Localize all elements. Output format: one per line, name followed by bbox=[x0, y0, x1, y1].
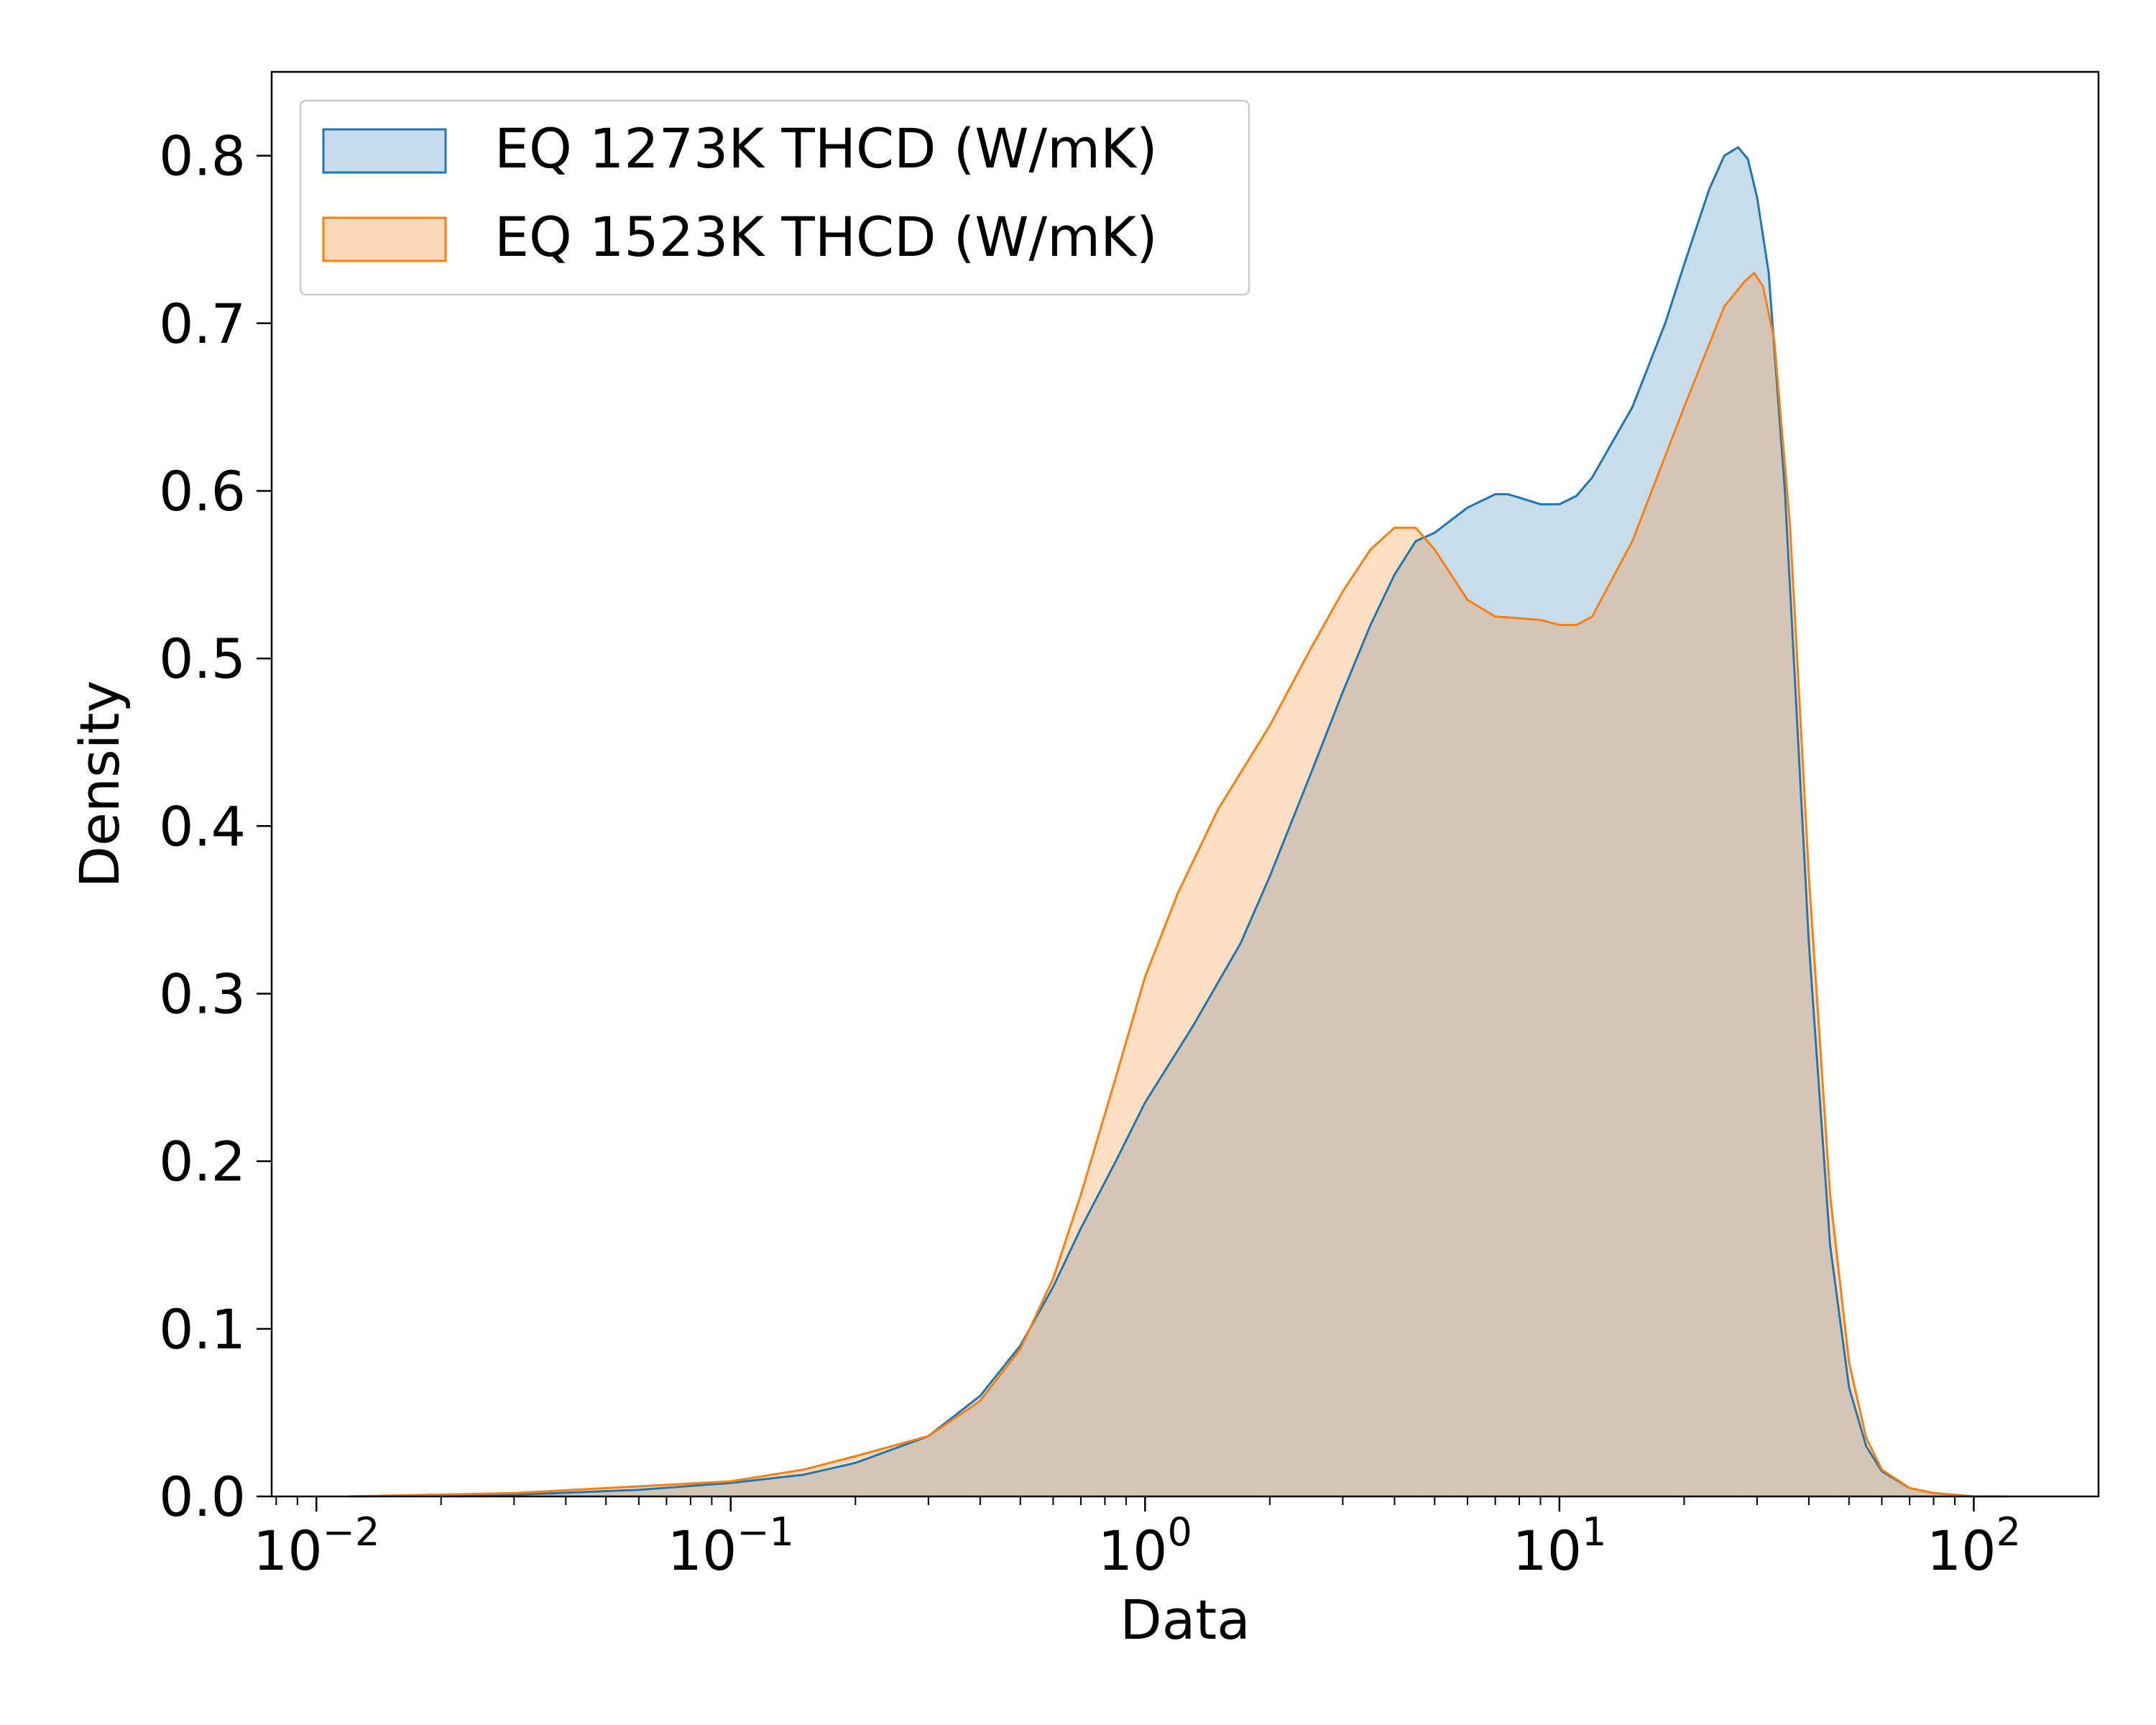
y-tick-label: 0.0 bbox=[159, 1465, 246, 1529]
legend-frame bbox=[299, 99, 1250, 296]
y-tick-label: 0.6 bbox=[159, 459, 246, 523]
legend-label-1273k: EQ 1273K THCD (W/mK) bbox=[494, 116, 1158, 180]
series-layer bbox=[349, 146, 2007, 1498]
x-tick-label: 101 bbox=[1512, 1509, 1606, 1583]
x-axis-title: Data bbox=[1120, 1588, 1250, 1652]
y-tick-label: 0.1 bbox=[159, 1297, 246, 1361]
x-tick-label: 10−2 bbox=[253, 1509, 379, 1583]
y-tick-label: 0.5 bbox=[159, 627, 246, 691]
series-area-eq-1523k-thcd-w-mk bbox=[349, 272, 2007, 1496]
legend-swatch-1273k bbox=[322, 128, 447, 174]
legend: EQ 1273K THCD (W/mK) EQ 1523K THCD (W/mK… bbox=[299, 99, 1250, 296]
y-tick-label: 0.3 bbox=[159, 962, 246, 1026]
series-line-eq-1523k-thcd-w-mk bbox=[349, 272, 2007, 1498]
x-tick-label: 10−1 bbox=[668, 1509, 794, 1583]
x-tick-label: 100 bbox=[1098, 1509, 1192, 1583]
legend-swatch-1523k bbox=[322, 216, 447, 262]
y-axis: 0.0 0.1 0.2 0.3 0.4 0.5 0.6 0.7 0.8 bbox=[159, 124, 272, 1529]
y-tick-label: 0.7 bbox=[159, 292, 246, 356]
y-tick-label: 0.2 bbox=[159, 1130, 246, 1194]
y-tick-label: 0.4 bbox=[159, 794, 246, 858]
plot-frame bbox=[270, 70, 2100, 1498]
x-tick-label: 102 bbox=[1927, 1509, 2021, 1583]
series-area-eq-1273k-thcd-w-mk bbox=[349, 147, 2007, 1496]
legend-label-1523k: EQ 1523K THCD (W/mK) bbox=[494, 205, 1158, 269]
x-axis: 10−2 10−1 100 101 102 bbox=[253, 1496, 2021, 1583]
y-tick-label: 0.8 bbox=[159, 124, 246, 188]
y-axis-title: Density bbox=[68, 681, 132, 888]
